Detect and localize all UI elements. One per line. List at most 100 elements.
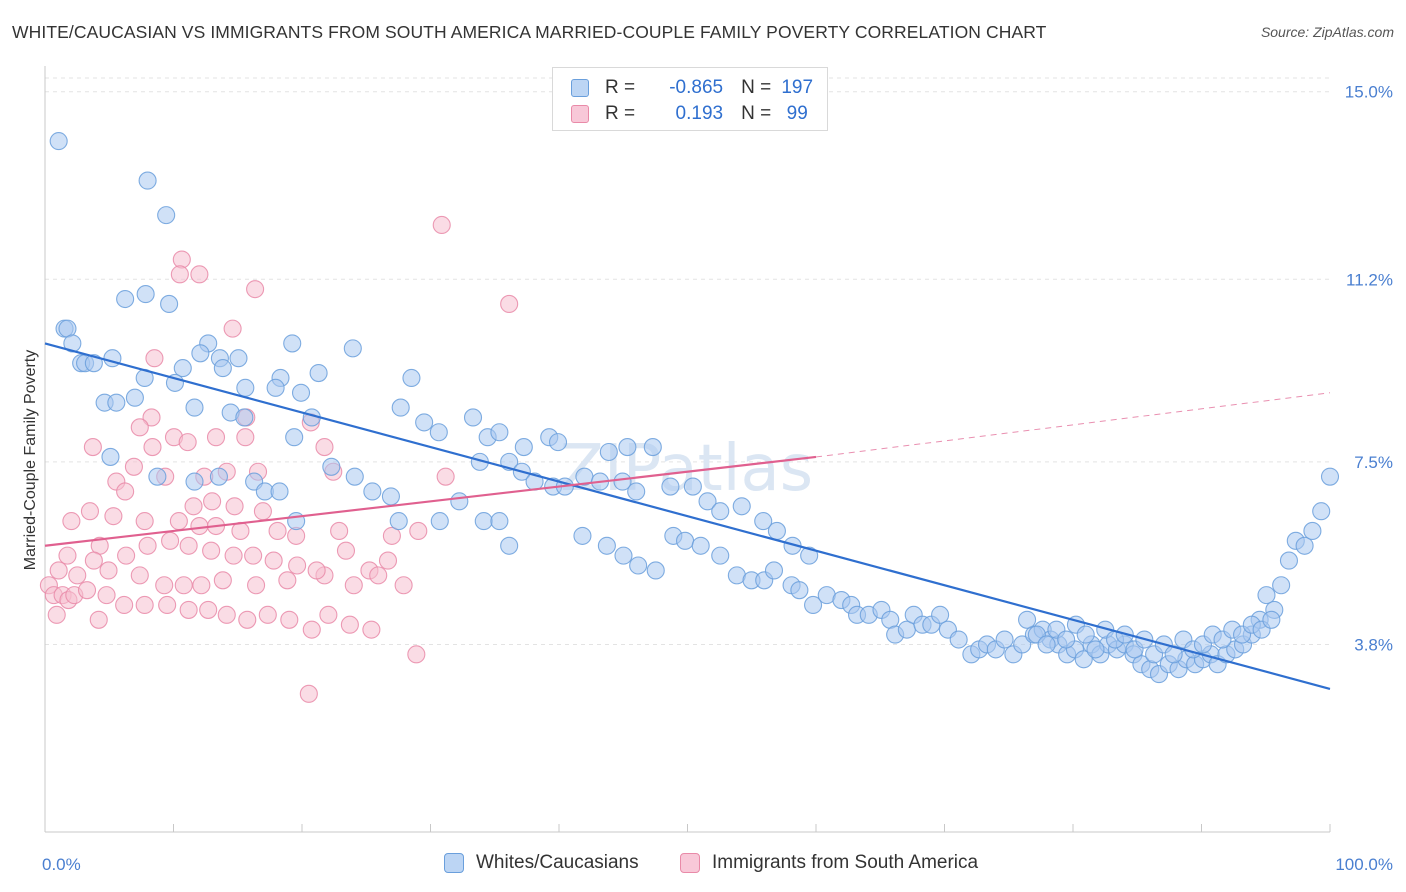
- south-america-immigrant-point: [135, 512, 154, 531]
- legend-swatch-immigrants: [571, 105, 589, 123]
- south-america-immigrant-point: [192, 576, 211, 595]
- south-america-immigrant-point: [223, 319, 242, 338]
- south-america-immigrant-point: [190, 516, 209, 536]
- white-caucasian-point: [995, 630, 1014, 649]
- legend-r-value-whites: -0.865: [669, 77, 724, 98]
- source-label: Source: ZipAtlas.com: [1260, 24, 1394, 40]
- south-america-immigrant-point: [225, 497, 244, 516]
- white-caucasian-point: [157, 206, 176, 225]
- x-axis-label-min: 0.0%: [42, 855, 81, 874]
- series-legend-whites[interactable]: Whites/Caucasians: [444, 852, 639, 874]
- white-caucasian-point: [1086, 640, 1105, 659]
- x-axis-label-max: 100.0%: [1335, 855, 1393, 874]
- south-america-immigrant-point: [394, 576, 413, 595]
- white-caucasian-point: [949, 630, 968, 649]
- white-caucasian-point: [514, 438, 533, 457]
- chart-title: WHITE/CAUCASIAN VS IMMIGRANTS FROM SOUTH…: [12, 22, 1047, 42]
- white-caucasian-point: [345, 467, 364, 486]
- south-america-immigrant-point: [203, 492, 222, 511]
- legend-n-label: N =: [741, 103, 772, 124]
- white-caucasian-point: [732, 497, 751, 516]
- south-america-immigrant-point: [170, 265, 189, 284]
- south-america-immigrant-point: [58, 546, 77, 565]
- south-america-immigrant-point: [436, 467, 455, 486]
- white-caucasian-point: [1013, 635, 1032, 654]
- legend-r-label: R =: [605, 103, 636, 124]
- white-caucasian-point: [136, 285, 155, 304]
- south-america-immigrant-point: [340, 615, 359, 634]
- white-caucasian-point: [191, 344, 210, 363]
- south-america-immigrant-point: [407, 645, 426, 664]
- white-caucasian-point: [266, 378, 285, 397]
- south-america-immigrant-point: [158, 595, 177, 615]
- white-caucasian-point: [363, 482, 382, 501]
- white-caucasian-point: [1074, 650, 1093, 669]
- south-america-immigrant-point: [268, 521, 287, 541]
- south-america-immigrant-point: [169, 512, 188, 531]
- immigrants-trend-extension: [815, 392, 1331, 458]
- white-caucasian-point: [614, 546, 633, 565]
- white-caucasian-point: [283, 334, 302, 353]
- legend-n-value-whites: 197: [781, 77, 814, 98]
- legend-r-label: R =: [605, 77, 636, 98]
- south-america-immigrant-point: [47, 605, 66, 624]
- south-america-immigrant-point: [213, 571, 232, 590]
- white-caucasian-point: [1303, 521, 1322, 541]
- white-caucasian-point: [450, 492, 469, 511]
- white-caucasian-point: [381, 487, 400, 506]
- south-america-immigrant-point: [130, 566, 149, 585]
- white-caucasian-point: [270, 482, 289, 501]
- south-america-immigrant-point: [62, 512, 81, 531]
- south-america-immigrant-point: [84, 551, 103, 570]
- white-caucasian-point: [767, 521, 786, 541]
- white-caucasian-point: [1018, 610, 1037, 629]
- white-caucasian-point: [430, 512, 449, 531]
- south-america-immigrant-point: [124, 457, 143, 476]
- white-caucasian-point: [804, 595, 823, 615]
- y-axis-title: Married-Couple Family Poverty: [22, 350, 39, 571]
- white-caucasian-point: [84, 354, 103, 373]
- south-america-immigrant-point: [432, 215, 451, 235]
- white-caucasian-point: [490, 512, 509, 531]
- white-caucasian-point: [116, 289, 135, 309]
- south-america-immigrant-point: [174, 576, 193, 595]
- south-america-immigrant-point: [115, 595, 134, 615]
- south-america-immigrant-point: [142, 408, 161, 427]
- white-caucasian-point: [711, 502, 730, 521]
- south-america-immigrant-point: [172, 250, 191, 269]
- south-america-immigrant-point: [247, 576, 266, 595]
- white-caucasian-point: [160, 294, 179, 313]
- white-caucasian-point: [754, 512, 773, 531]
- legend-swatch-whites: [571, 79, 589, 97]
- south-america-immigrant-point: [280, 610, 299, 629]
- white-caucasian-point: [389, 512, 408, 531]
- white-caucasian-point: [643, 438, 662, 457]
- white-caucasian-point: [209, 467, 228, 486]
- south-america-immigrant-point: [179, 536, 198, 555]
- white-caucasian-point: [1037, 635, 1056, 654]
- white-caucasian-point: [1295, 536, 1314, 555]
- south-america-immigrant-point: [77, 581, 97, 600]
- south-america-immigrant-point: [143, 438, 162, 457]
- white-caucasian-point: [646, 561, 665, 580]
- south-america-immigrant-point: [278, 571, 297, 590]
- white-caucasian-point: [229, 349, 248, 368]
- series-legend-immigrants[interactable]: Immigrants from South America: [680, 852, 978, 874]
- white-caucasian-point: [1312, 502, 1331, 521]
- series-label-immigrants: Immigrants from South America: [712, 852, 979, 873]
- south-america-immigrant-point: [244, 546, 263, 565]
- immigrants-trend-line: [44, 455, 817, 547]
- south-america-immigrant-point: [500, 294, 519, 313]
- south-america-immigrant-point: [80, 502, 100, 521]
- stats-legend: R = -0.865 N = 197 R = 0.193 N = 99: [552, 67, 828, 131]
- south-america-immigrant-point: [104, 507, 123, 526]
- white-caucasian-point: [800, 546, 819, 565]
- white-caucasian-point: [691, 536, 710, 555]
- white-caucasian-point: [1320, 467, 1340, 486]
- south-america-immigrant-point: [258, 605, 277, 624]
- white-caucasian-point: [790, 581, 809, 600]
- white-caucasian-point: [185, 398, 204, 417]
- series-swatch-immigrants: [680, 853, 700, 873]
- white-caucasian-point: [49, 132, 68, 151]
- white-caucasian-point: [573, 526, 592, 545]
